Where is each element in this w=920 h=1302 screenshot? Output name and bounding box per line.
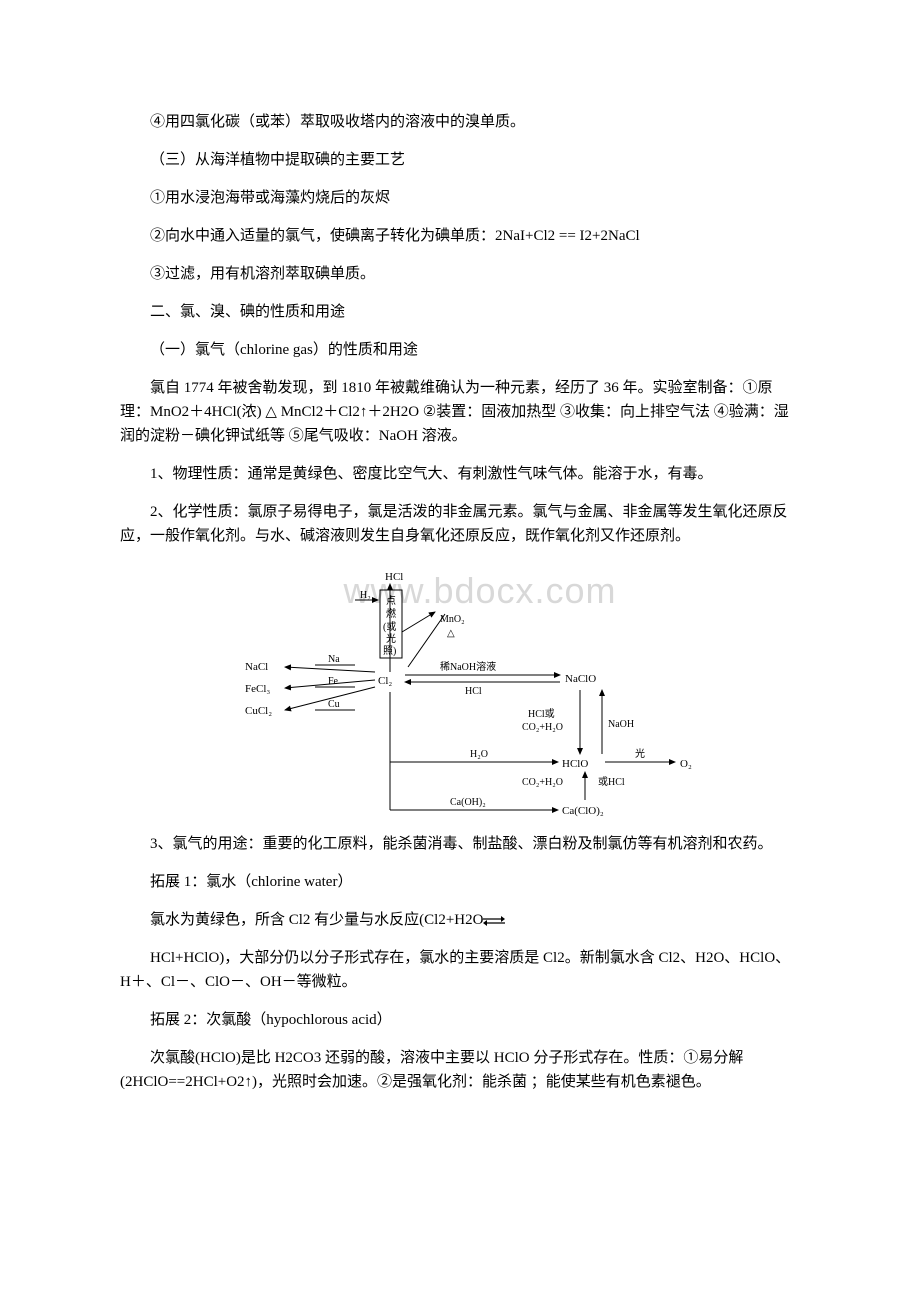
paragraph-8: 氯自 1774 年被舍勒发现，到 1810 年被戴维确认为一种元素，经历了 36… [120,376,800,448]
label-nacl: NaCl [245,661,268,673]
label-hclo: HClO [562,758,588,770]
paragraph-1: ④用四氯化碳（或苯）萃取吸收塔内的溶液中的溴单质。 [120,110,800,134]
label-huo-hcl: 或HCl [598,776,625,788]
label-fecl3: FeCl₃ [245,683,270,695]
label-caclo2: Ca(ClO)₂ [562,805,604,817]
paragraph-11: 3、氯气的用途：重要的化工原料，能杀菌消毒、制盐酸、漂白粉及制氯仿等有机溶剂和农… [120,832,800,856]
paragraph-13: 氯水为黄绿色，所含 Cl2 有少量与水反应(Cl2+H2O [120,908,800,932]
label-co2-h2o: CO₂+H₂O [522,722,563,733]
paragraph-7: （一）氯气（chlorine gas）的性质和用途 [120,338,800,362]
paragraph-10: 2、化学性质：氯原子易得电子，氯是活泼的非金属元素。氯气与金属、非金属等发生氧化… [120,500,800,548]
paragraph-3: ①用水浸泡海带或海藻灼烧后的灰烬 [120,186,800,210]
svg-text:光: 光 [386,632,396,645]
label-dianran1: 点 [386,595,396,607]
paragraph-12: 拓展 1：氯水（chlorine water） [120,870,800,894]
label-triangle: △ [447,628,455,639]
label-h2o: H₂O [470,749,488,760]
cl2-reaction-diagram: www.bdocx.com HCl H₂ 点 燃 (或 光 照) MnO₂ △ … [240,562,720,822]
paragraph-4: ②向水中通入适量的氯气，使碘离子转化为碘单质：2NaI+Cl2 == I2+2N… [120,224,800,248]
label-hcl-top: HCl [385,571,403,583]
paragraph-14: HCl+HClO)，大部分仍以分子形式存在，氯水的主要溶质是 Cl2。新制氯水含… [120,946,800,994]
paragraph-9: 1、物理性质：通常是黄绿色、密度比空气大、有刺激性气味气体。能溶于水，有毒。 [120,462,800,486]
svg-text:燃: 燃 [386,607,396,620]
paragraph-15: 拓展 2：次氯酸（hypochlorous acid） [120,1008,800,1032]
label-hcl-or: HCl或 [528,708,555,720]
label-cu: Cu [328,699,340,710]
label-cl2: Cl₂ [378,675,392,687]
label-hcl-mid: HCl [465,686,482,697]
label-caoh2: Ca(OH)₂ [450,797,486,808]
diagram-svg: HCl H₂ 点 燃 (或 光 照) MnO₂ △ NaCl FeCl₃ CuC… [240,562,720,822]
label-h2: H₂ [360,590,371,601]
label-fe: Fe [328,676,339,687]
paragraph-16: 次氯酸(HClO)是比 H2CO3 还弱的酸，溶液中主要以 HClO 分子形式存… [120,1046,800,1094]
paragraph-5: ③过滤，用有机溶剂萃取碘单质。 [120,262,800,286]
label-xi-naoh: 稀NaOH溶液 [440,660,496,673]
label-naoh: NaOH [608,719,634,730]
label-na: Na [328,654,340,665]
paragraph-6: 二、氯、溴、碘的性质和用途 [120,300,800,324]
paragraph-2: （三）从海洋植物中提取碘的主要工艺 [120,148,800,172]
label-cucl2: CuCl₂ [245,705,272,717]
label-co2-h2o-2: CO₂+H₂O [522,777,563,788]
label-o2: O₂ [680,758,692,770]
label-naclo: NaClO [565,673,596,685]
label-guang: 光 [635,747,645,760]
